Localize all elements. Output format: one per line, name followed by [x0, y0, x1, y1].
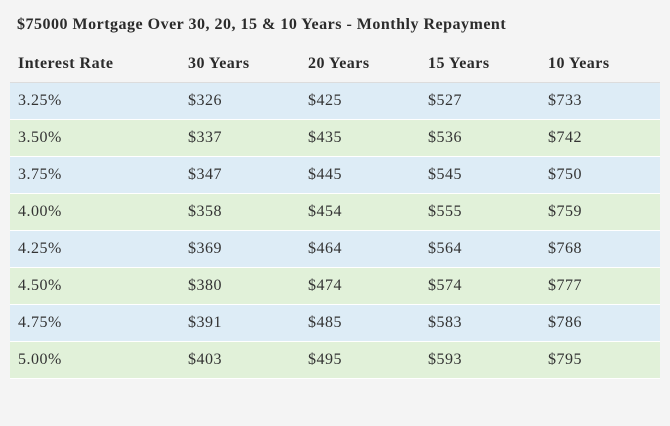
payment-30-cell: $380 — [180, 267, 300, 305]
payment-10-cell: $768 — [540, 230, 660, 268]
payment-15-cell: $574 — [420, 267, 540, 305]
payment-15-cell: $564 — [420, 230, 540, 268]
rate-cell: 4.00% — [10, 193, 180, 231]
payment-10-cell: $733 — [540, 82, 660, 120]
table-body: 3.25% $326 $425 $527 $733 3.50% $337 $43… — [10, 82, 660, 379]
payment-30-cell: $347 — [180, 156, 300, 194]
header-20-years: 20 Years — [300, 46, 420, 83]
table-row: 4.00% $358 $454 $555 $759 — [10, 193, 660, 231]
payment-30-cell: $326 — [180, 82, 300, 120]
header-30-years: 30 Years — [180, 46, 300, 83]
payment-10-cell: $750 — [540, 156, 660, 194]
header-interest-rate: Interest Rate — [10, 46, 180, 83]
payment-30-cell: $369 — [180, 230, 300, 268]
payment-15-cell: $555 — [420, 193, 540, 231]
payment-20-cell: $445 — [300, 156, 420, 194]
rate-cell: 4.25% — [10, 230, 180, 268]
table-header: Interest Rate 30 Years 20 Years 15 Years… — [10, 46, 660, 83]
payment-15-cell: $536 — [420, 119, 540, 157]
payment-30-cell: $337 — [180, 119, 300, 157]
table-row: 4.50% $380 $474 $574 $777 — [10, 267, 660, 305]
payment-15-cell: $593 — [420, 341, 540, 379]
rate-cell: 4.50% — [10, 267, 180, 305]
table-row: 3.50% $337 $435 $536 $742 — [10, 119, 660, 157]
header-10-years: 10 Years — [540, 46, 660, 83]
payment-20-cell: $425 — [300, 82, 420, 120]
payment-20-cell: $435 — [300, 119, 420, 157]
header-row: Interest Rate 30 Years 20 Years 15 Years… — [10, 46, 660, 83]
payment-30-cell: $403 — [180, 341, 300, 379]
payment-10-cell: $759 — [540, 193, 660, 231]
payment-10-cell: $742 — [540, 119, 660, 157]
payment-15-cell: $545 — [420, 156, 540, 194]
payment-30-cell: $391 — [180, 304, 300, 342]
rate-cell: 3.50% — [10, 119, 180, 157]
payment-10-cell: $795 — [540, 341, 660, 379]
payment-20-cell: $474 — [300, 267, 420, 305]
rate-cell: 5.00% — [10, 341, 180, 379]
table-row: 5.00% $403 $495 $593 $795 — [10, 341, 660, 379]
header-15-years: 15 Years — [420, 46, 540, 83]
payment-20-cell: $464 — [300, 230, 420, 268]
table-row: 3.25% $326 $425 $527 $733 — [10, 82, 660, 120]
rate-cell: 3.75% — [10, 156, 180, 194]
payment-10-cell: $777 — [540, 267, 660, 305]
payment-10-cell: $786 — [540, 304, 660, 342]
rate-cell: 3.25% — [10, 82, 180, 120]
table-row: 4.75% $391 $485 $583 $786 — [10, 304, 660, 342]
table-row: 4.25% $369 $464 $564 $768 — [10, 230, 660, 268]
table-caption: $75000 Mortgage Over 30, 20, 15 & 10 Yea… — [17, 16, 507, 33]
payment-15-cell: $527 — [420, 82, 540, 120]
payment-20-cell: $454 — [300, 193, 420, 231]
payment-20-cell: $485 — [300, 304, 420, 342]
rate-cell: 4.75% — [10, 304, 180, 342]
table-row: 3.75% $347 $445 $545 $750 — [10, 156, 660, 194]
payment-30-cell: $358 — [180, 193, 300, 231]
payment-20-cell: $495 — [300, 341, 420, 379]
payment-15-cell: $583 — [420, 304, 540, 342]
mortgage-repayment-table: Interest Rate 30 Years 20 Years 15 Years… — [10, 46, 660, 379]
